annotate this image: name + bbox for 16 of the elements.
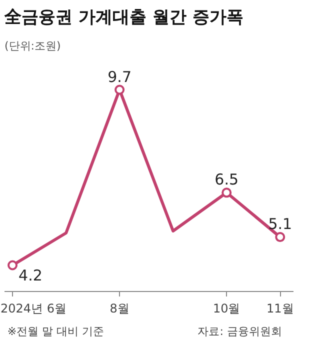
text: 4.2 — [18, 266, 42, 284]
text: 자료: 금융위원회 — [198, 325, 282, 338]
point — [8, 260, 18, 270]
x-tick-label: 10월 — [212, 302, 240, 316]
x-tick-label: 11월 — [266, 302, 294, 316]
point — [222, 188, 232, 198]
point — [275, 232, 286, 242]
text: 6.5 — [214, 170, 239, 189]
point — [114, 84, 125, 95]
chart-title: 全금융권 가계대출 월간 증가폭 — [4, 8, 244, 28]
chart-subtitle: (단위:조원) — [4, 40, 61, 52]
x-tick-label: 8월 — [110, 302, 130, 316]
x-tick-label: 2024년 6월 — [0, 302, 66, 316]
text: 5.1 — [268, 215, 292, 234]
text: ※전월 말 대비 기준 — [7, 325, 104, 338]
text: 9.7 — [108, 68, 132, 86]
